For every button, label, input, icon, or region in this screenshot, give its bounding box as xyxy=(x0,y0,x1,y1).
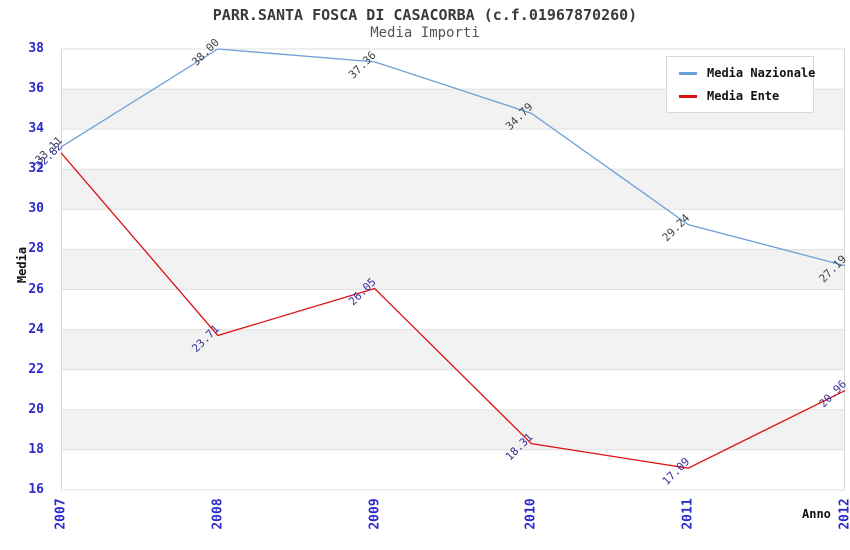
y-tick-label: 32 xyxy=(28,161,44,177)
grid-band xyxy=(61,409,845,450)
x-axis-title: Anno xyxy=(802,507,831,521)
y-tick-label: 24 xyxy=(28,321,44,337)
y-tick-label: 20 xyxy=(28,401,44,417)
y-tick-label: 28 xyxy=(28,241,44,257)
y-tick-label: 34 xyxy=(28,121,44,137)
legend-line-swatch-nazionale xyxy=(679,71,697,75)
grid-band xyxy=(61,209,845,250)
grid-band xyxy=(61,129,845,170)
series-line-ente xyxy=(60,152,846,469)
y-tick-label: 38 xyxy=(28,41,44,56)
legend-item-media-nazionale: Media Nazionale xyxy=(679,66,815,80)
chart-subtitle: Media Importi xyxy=(370,25,480,41)
y-tick-label: 18 xyxy=(28,441,44,457)
legend: Media Nazionale Media Ente xyxy=(666,56,815,113)
legend-label-ente: Media Ente xyxy=(707,89,780,103)
y-tick-label: 26 xyxy=(28,281,44,297)
grid-band xyxy=(61,449,845,490)
grid-band xyxy=(61,169,845,210)
x-tick-label: 2009 xyxy=(367,498,383,530)
grid-band xyxy=(61,249,845,290)
chart-title: PARR.SANTA FOSCA DI CASACORBA (c.f.01967… xyxy=(212,6,638,24)
grid-band xyxy=(61,329,845,370)
grid-band xyxy=(61,369,845,410)
legend-line-swatch-ente xyxy=(679,94,697,98)
x-tick-label: 2012 xyxy=(837,498,850,530)
legend-item-media-ente: Media Ente xyxy=(679,89,803,103)
y-tick-label: 36 xyxy=(28,81,44,97)
x-tick-label: 2011 xyxy=(680,498,696,530)
grid-band xyxy=(61,289,845,330)
plot-area: 33.11 38.00 37.36 34.79 29.24 27.19 32.82 23.71… xyxy=(33,36,849,491)
y-tick-label: 16 xyxy=(28,482,44,497)
x-tick-label: 2008 xyxy=(210,498,226,530)
legend-label-nazionale: Media Nazionale xyxy=(707,66,816,80)
y-tick-label: 30 xyxy=(28,201,44,217)
x-tick-label: 2010 xyxy=(523,498,539,530)
series-line-nazionale xyxy=(60,48,846,267)
y-tick-label: 22 xyxy=(28,361,44,377)
x-tick-label: 2007 xyxy=(53,498,69,530)
